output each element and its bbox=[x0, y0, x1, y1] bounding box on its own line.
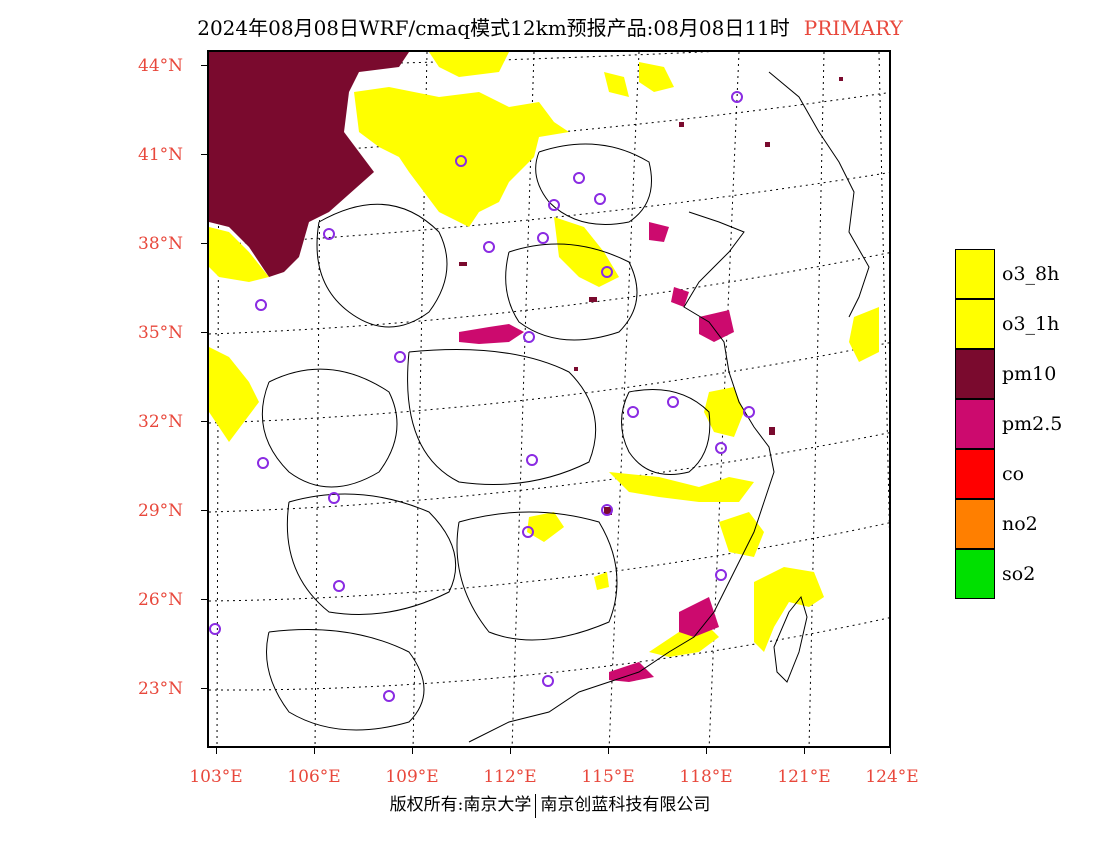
legend-item: o3_1h bbox=[955, 299, 1100, 349]
legend-label: so2 bbox=[1002, 563, 1036, 585]
lat-label: 32°N bbox=[138, 412, 184, 432]
lat-label: 38°N bbox=[138, 234, 184, 254]
lon-label: 109°E bbox=[385, 767, 439, 787]
lat-label: 44°N bbox=[138, 56, 184, 76]
lon-tick bbox=[804, 748, 805, 754]
station-marker bbox=[394, 351, 406, 363]
station-marker bbox=[731, 91, 743, 103]
lon-tick bbox=[510, 748, 511, 754]
copyright-footer: 版权所有:南京大学 南京创蓝科技有限公司 bbox=[0, 790, 1100, 818]
legend-swatch bbox=[955, 249, 995, 299]
legend-swatch bbox=[955, 499, 995, 549]
legend-label: no2 bbox=[1002, 513, 1038, 535]
station-marker bbox=[257, 457, 269, 469]
station-marker bbox=[601, 266, 613, 278]
station-marker bbox=[333, 580, 345, 592]
boundaries bbox=[261, 71, 870, 743]
legend-label: o3_8h bbox=[1002, 263, 1060, 285]
station-marker bbox=[537, 232, 549, 244]
lat-label: 29°N bbox=[138, 501, 184, 521]
title-main: 2024年08月08日WRF/cmaq模式12km预报产品:08月08日11时 bbox=[197, 16, 790, 40]
station-marker bbox=[526, 454, 538, 466]
station-marker bbox=[209, 623, 221, 635]
map-canvas bbox=[209, 52, 889, 746]
lon-tick bbox=[706, 748, 707, 754]
station-marker bbox=[715, 569, 727, 581]
station-marker bbox=[383, 690, 395, 702]
lon-label: 103°E bbox=[189, 767, 243, 787]
station-markers bbox=[209, 91, 755, 702]
station-marker bbox=[328, 492, 340, 504]
lat-label: 23°N bbox=[138, 679, 184, 699]
legend-label: co bbox=[1002, 463, 1025, 485]
legend-label: pm10 bbox=[1002, 363, 1057, 385]
station-marker bbox=[542, 675, 554, 687]
lat-label: 35°N bbox=[138, 323, 184, 343]
pm25-regions bbox=[459, 222, 734, 682]
lon-label: 112°E bbox=[483, 767, 537, 787]
map-title: 2024年08月08日WRF/cmaq模式12km预报产品:08月08日11时 P… bbox=[0, 12, 1100, 41]
lat-tick bbox=[201, 65, 207, 66]
lon-label: 106°E bbox=[287, 767, 341, 787]
station-marker bbox=[548, 199, 560, 211]
lat-tick bbox=[201, 154, 207, 155]
station-marker bbox=[715, 442, 727, 454]
legend-label: pm2.5 bbox=[1002, 413, 1063, 435]
lon-tick bbox=[890, 748, 891, 754]
lon-label: 115°E bbox=[581, 767, 635, 787]
station-marker bbox=[627, 406, 639, 418]
station-marker bbox=[573, 172, 585, 184]
lon-tick bbox=[412, 748, 413, 754]
lat-tick bbox=[201, 243, 207, 244]
lat-tick bbox=[201, 510, 207, 511]
station-marker bbox=[483, 241, 495, 253]
forecast-map[interactable] bbox=[207, 50, 891, 748]
legend-item: pm10 bbox=[955, 349, 1100, 399]
legend-label: o3_1h bbox=[1002, 313, 1060, 335]
footer-divider bbox=[535, 793, 537, 818]
footer-left: 版权所有:南京大学 bbox=[389, 795, 532, 815]
lat-label: 41°N bbox=[138, 145, 184, 165]
station-marker bbox=[255, 299, 267, 311]
station-marker bbox=[667, 396, 679, 408]
title-tag: PRIMARY bbox=[803, 16, 903, 40]
station-marker bbox=[523, 331, 535, 343]
legend-swatch bbox=[955, 399, 995, 449]
lon-label: 118°E bbox=[679, 767, 733, 787]
lat-tick bbox=[201, 332, 207, 333]
legend-swatch bbox=[955, 299, 995, 349]
station-marker bbox=[522, 526, 534, 538]
station-marker bbox=[743, 406, 755, 418]
legend-item: so2 bbox=[955, 549, 1100, 599]
footer-right: 南京创蓝科技有限公司 bbox=[540, 795, 711, 815]
lon-tick bbox=[608, 748, 609, 754]
legend-swatch bbox=[955, 449, 995, 499]
lat-tick bbox=[201, 688, 207, 689]
station-marker bbox=[455, 155, 467, 167]
legend-swatch bbox=[955, 349, 995, 399]
pm10-dots bbox=[459, 77, 843, 515]
lat-label: 26°N bbox=[138, 590, 184, 610]
lon-tick bbox=[216, 748, 217, 754]
legend-item: co bbox=[955, 449, 1100, 499]
pm10-region bbox=[209, 52, 409, 277]
station-marker bbox=[323, 228, 335, 240]
legend-swatch bbox=[955, 549, 995, 599]
lon-label: 121°E bbox=[777, 767, 831, 787]
station-marker bbox=[601, 504, 613, 516]
legend-item: pm2.5 bbox=[955, 399, 1100, 449]
legend-item: o3_8h bbox=[955, 249, 1100, 299]
lon-tick bbox=[314, 748, 315, 754]
station-marker bbox=[594, 193, 606, 205]
lat-tick bbox=[201, 421, 207, 422]
legend-item: no2 bbox=[955, 499, 1100, 549]
lat-tick bbox=[201, 599, 207, 600]
lon-label: 124°E bbox=[865, 767, 919, 787]
